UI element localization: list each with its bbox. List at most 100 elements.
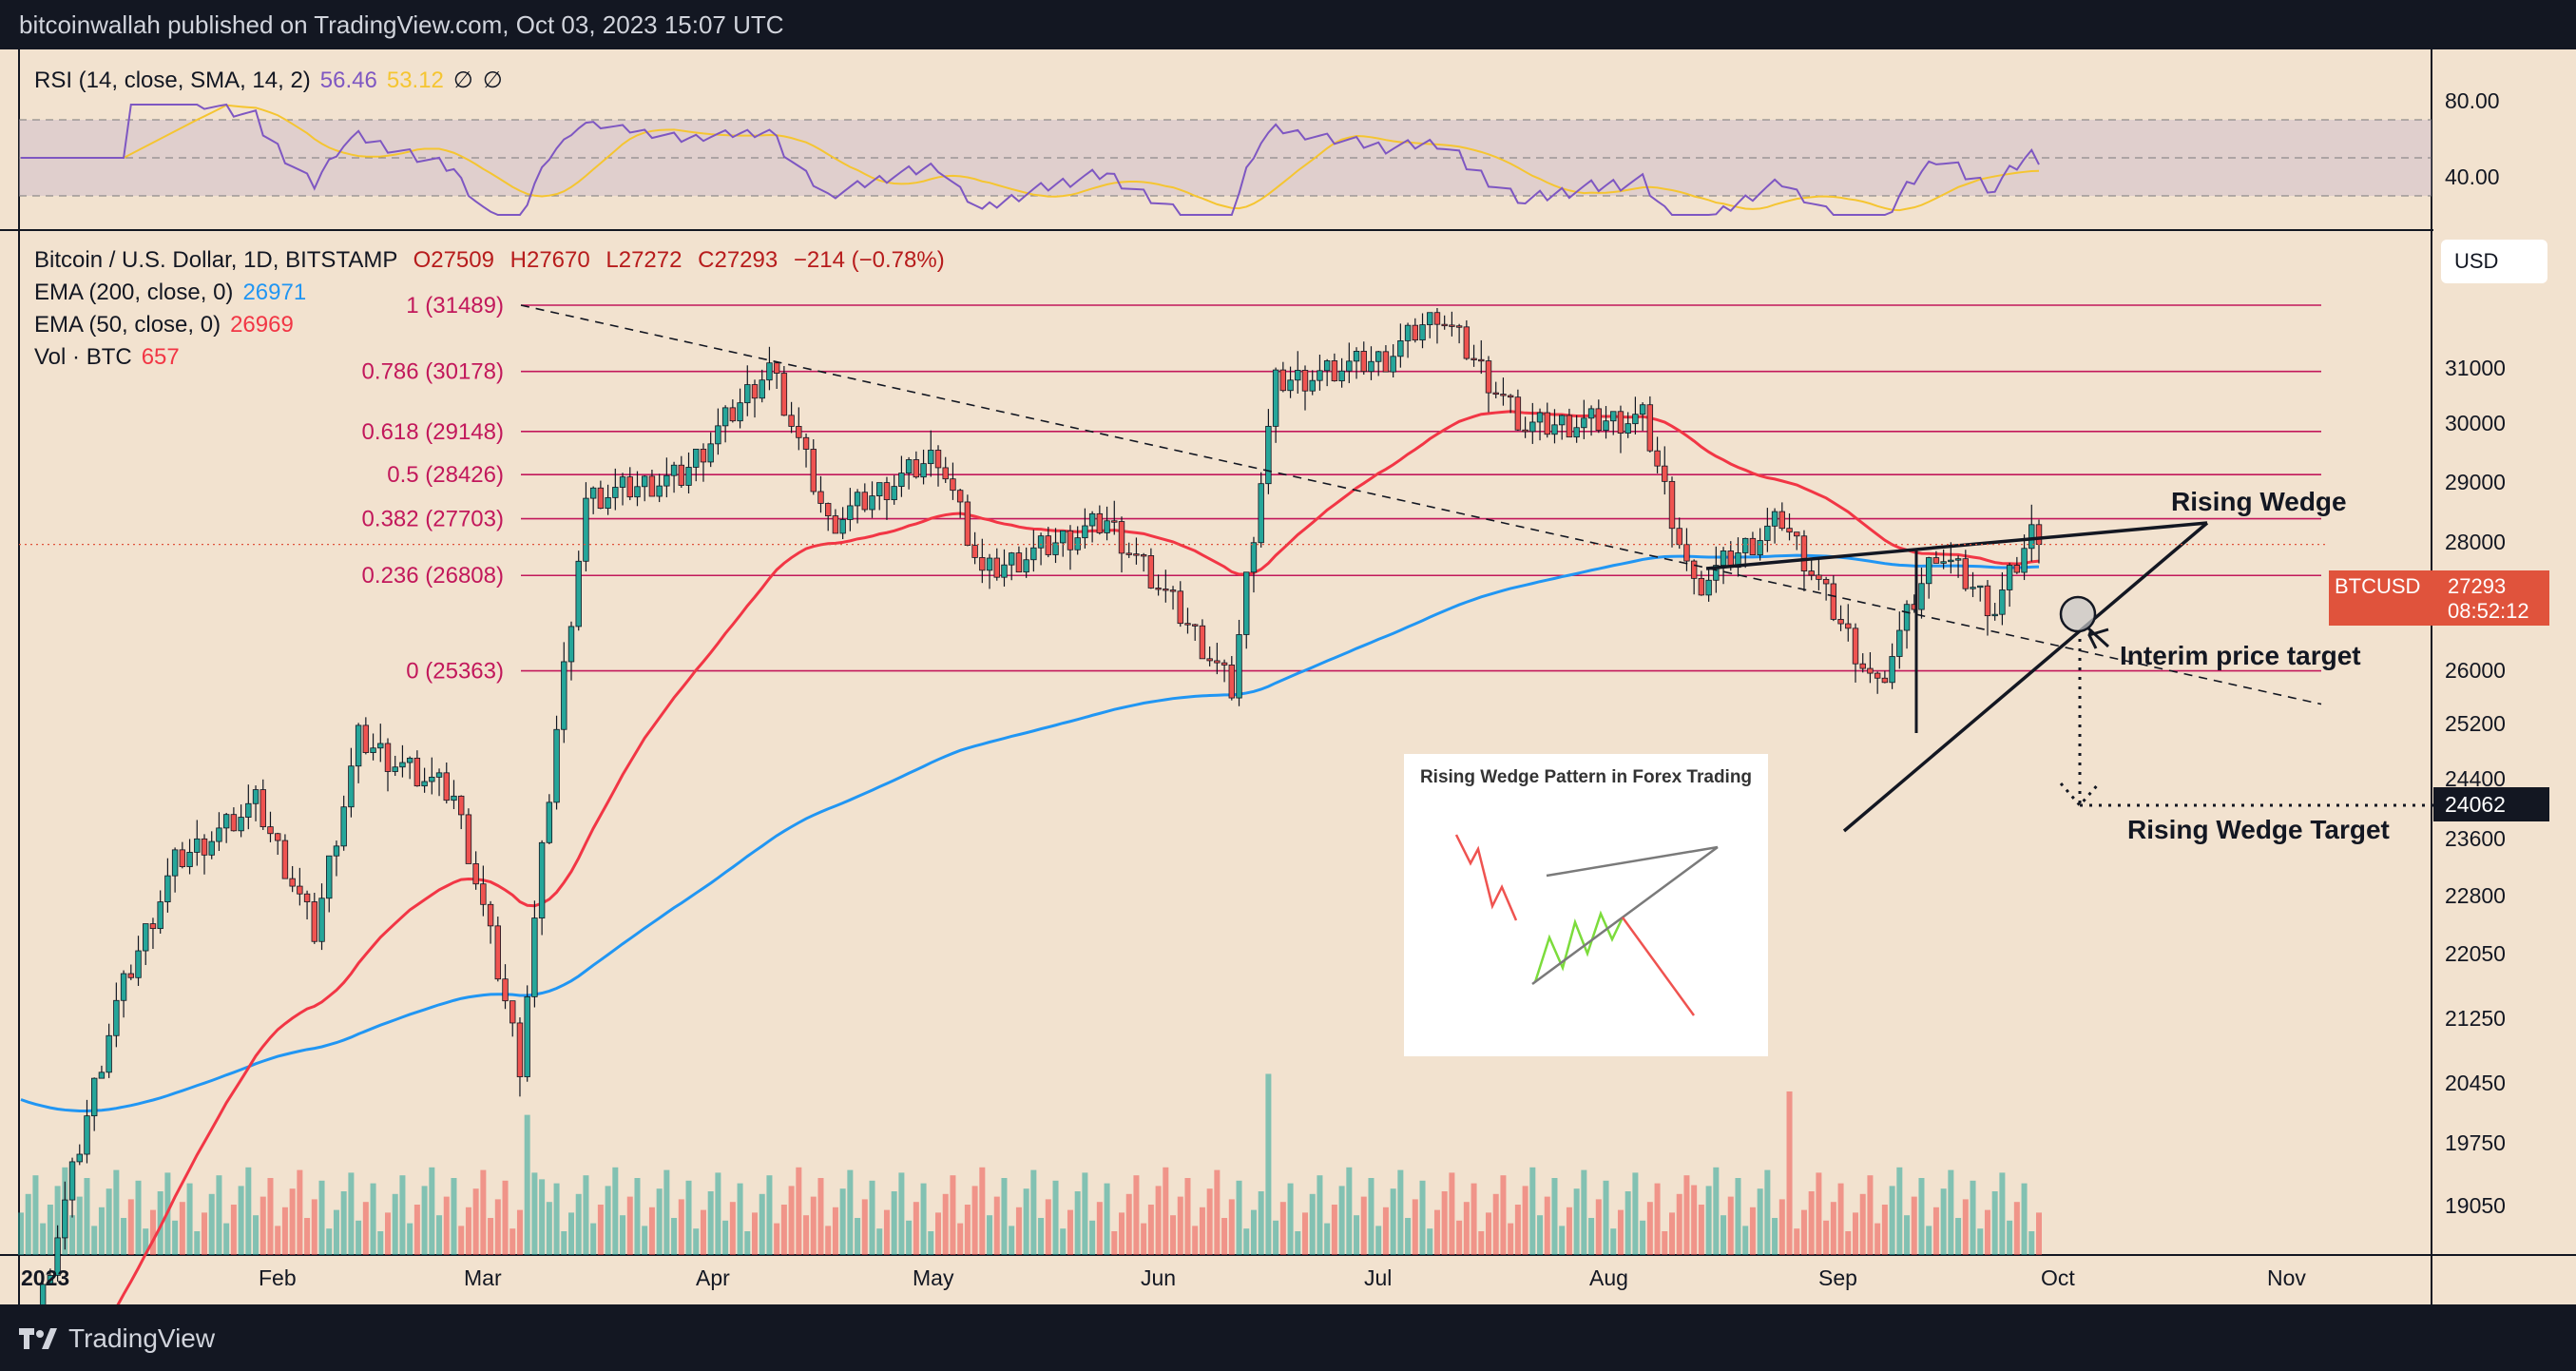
candle-body: [905, 459, 913, 473]
volume-bar: [289, 1188, 296, 1255]
volume-bar: [1471, 1183, 1477, 1255]
time-tick-feb: Feb: [259, 1265, 297, 1290]
volume-bar: [913, 1202, 919, 1255]
volume-bar: [847, 1169, 854, 1255]
volume-bar: [472, 1188, 479, 1255]
candle-body: [1822, 578, 1830, 585]
candle-body: [1192, 624, 1199, 627]
candle-body: [164, 875, 171, 902]
volume-bar: [920, 1183, 927, 1255]
volume-bar: [1808, 1191, 1815, 1255]
candle-body: [1544, 412, 1550, 435]
volume-bar: [1772, 1218, 1778, 1255]
candle-body: [1991, 613, 1998, 617]
candle-body: [832, 515, 839, 534]
candle-body: [1412, 324, 1418, 341]
candle-body: [1662, 465, 1668, 482]
candle-body: [634, 486, 641, 498]
chart-svg[interactable]: 80.00 40.00 1 (31489) 0.786 (30178) 0.618 …: [0, 49, 2576, 1304]
volume-bar: [260, 1196, 266, 1255]
volume-bar: [1184, 1178, 1191, 1255]
candle-body: [399, 762, 406, 768]
candle-body: [626, 476, 633, 498]
volume-bar: [722, 1220, 729, 1255]
volume-bar: [803, 1215, 810, 1255]
volume-bar: [707, 1191, 714, 1255]
candle-body: [1566, 415, 1573, 438]
candle-body: [1236, 634, 1242, 699]
candle-body: [348, 765, 355, 808]
volume-bar: [1757, 1188, 1763, 1255]
volume-bar: [832, 1207, 838, 1255]
volume-bar: [876, 1228, 883, 1255]
price-tick-20450: 20450: [2445, 1071, 2506, 1095]
volume-bar: [1705, 1186, 1712, 1255]
candle-body: [435, 772, 443, 778]
price-tag-countdown: 08:52:12: [2448, 599, 2529, 623]
volume-bar: [333, 1209, 339, 1255]
inset-upper-line: [1546, 845, 1719, 878]
candle-body: [1023, 559, 1029, 573]
candle-body: [1082, 525, 1088, 539]
volume-bar: [436, 1215, 443, 1255]
candle-body: [1507, 395, 1514, 398]
inset-diagram: [1454, 834, 1719, 1016]
volume-bar: [1669, 1212, 1675, 1255]
currency-button[interactable]: USD: [2441, 240, 2547, 283]
volume-bar: [700, 1209, 706, 1255]
candle-body: [780, 373, 788, 416]
volume-bar: [326, 1228, 333, 1255]
volume-bar: [1867, 1175, 1874, 1255]
volume-bar: [202, 1212, 207, 1255]
publisher-bar: bitcoinwallah published on TradingView.c…: [0, 0, 2576, 49]
volume-bar: [2013, 1202, 2020, 1255]
price-tick-22800: 22800: [2445, 883, 2506, 908]
price-tick-28000: 28000: [2445, 530, 2506, 554]
candle-body: [252, 789, 260, 804]
ohlc-high: H27670: [509, 247, 590, 273]
candle-body: [106, 1034, 112, 1073]
candle-body: [1295, 370, 1301, 381]
volume-bar: [766, 1175, 773, 1255]
volume-bar: [1830, 1202, 1836, 1255]
volume-bar: [106, 1188, 112, 1255]
volume-bar: [516, 1209, 523, 1255]
time-tick-oct: Oct: [2041, 1265, 2075, 1290]
candle-body: [1272, 369, 1279, 427]
inset-breakdown: [1621, 917, 1696, 1016]
candle-body: [1250, 542, 1258, 573]
volume-bar: [891, 1191, 897, 1255]
fib-label: 0.786 (30178): [362, 359, 504, 385]
volume-bar: [1360, 1196, 1367, 1255]
candle-body: [1140, 554, 1147, 557]
volume-bar: [480, 1169, 487, 1255]
candle-body: [429, 776, 435, 782]
candle-body: [303, 893, 311, 902]
volume-bar: [810, 1196, 817, 1255]
candle-body: [1199, 625, 1206, 660]
candle-body: [759, 379, 765, 399]
candle-body: [883, 482, 891, 501]
volume-bar: [597, 1205, 604, 1255]
candle-body: [1676, 528, 1682, 546]
volume-bar: [759, 1193, 765, 1255]
volume-bar: [1243, 1228, 1250, 1255]
volume-bar: [1823, 1220, 1830, 1255]
volume-bar: [626, 1196, 633, 1255]
candle-body: [245, 802, 252, 818]
candle-body: [1705, 579, 1712, 596]
volume-bar: [494, 1199, 501, 1255]
price-tag-symbol: BTCUSD: [2335, 574, 2420, 598]
volume-bar: [685, 1180, 692, 1255]
volume-bar: [1727, 1196, 1734, 1255]
volume-bar: [1309, 1193, 1316, 1255]
candle-body: [457, 795, 465, 816]
volume-bar: [942, 1193, 949, 1255]
candle-body: [1852, 628, 1859, 665]
candle-body: [1404, 324, 1412, 341]
rsi-value: 56.46: [319, 68, 377, 93]
tradingview-logo[interactable]: TradingView: [19, 1323, 215, 1354]
volume-bar: [18, 1212, 24, 1255]
volume-bar: [1786, 1091, 1793, 1255]
candle-body: [1999, 589, 2006, 615]
